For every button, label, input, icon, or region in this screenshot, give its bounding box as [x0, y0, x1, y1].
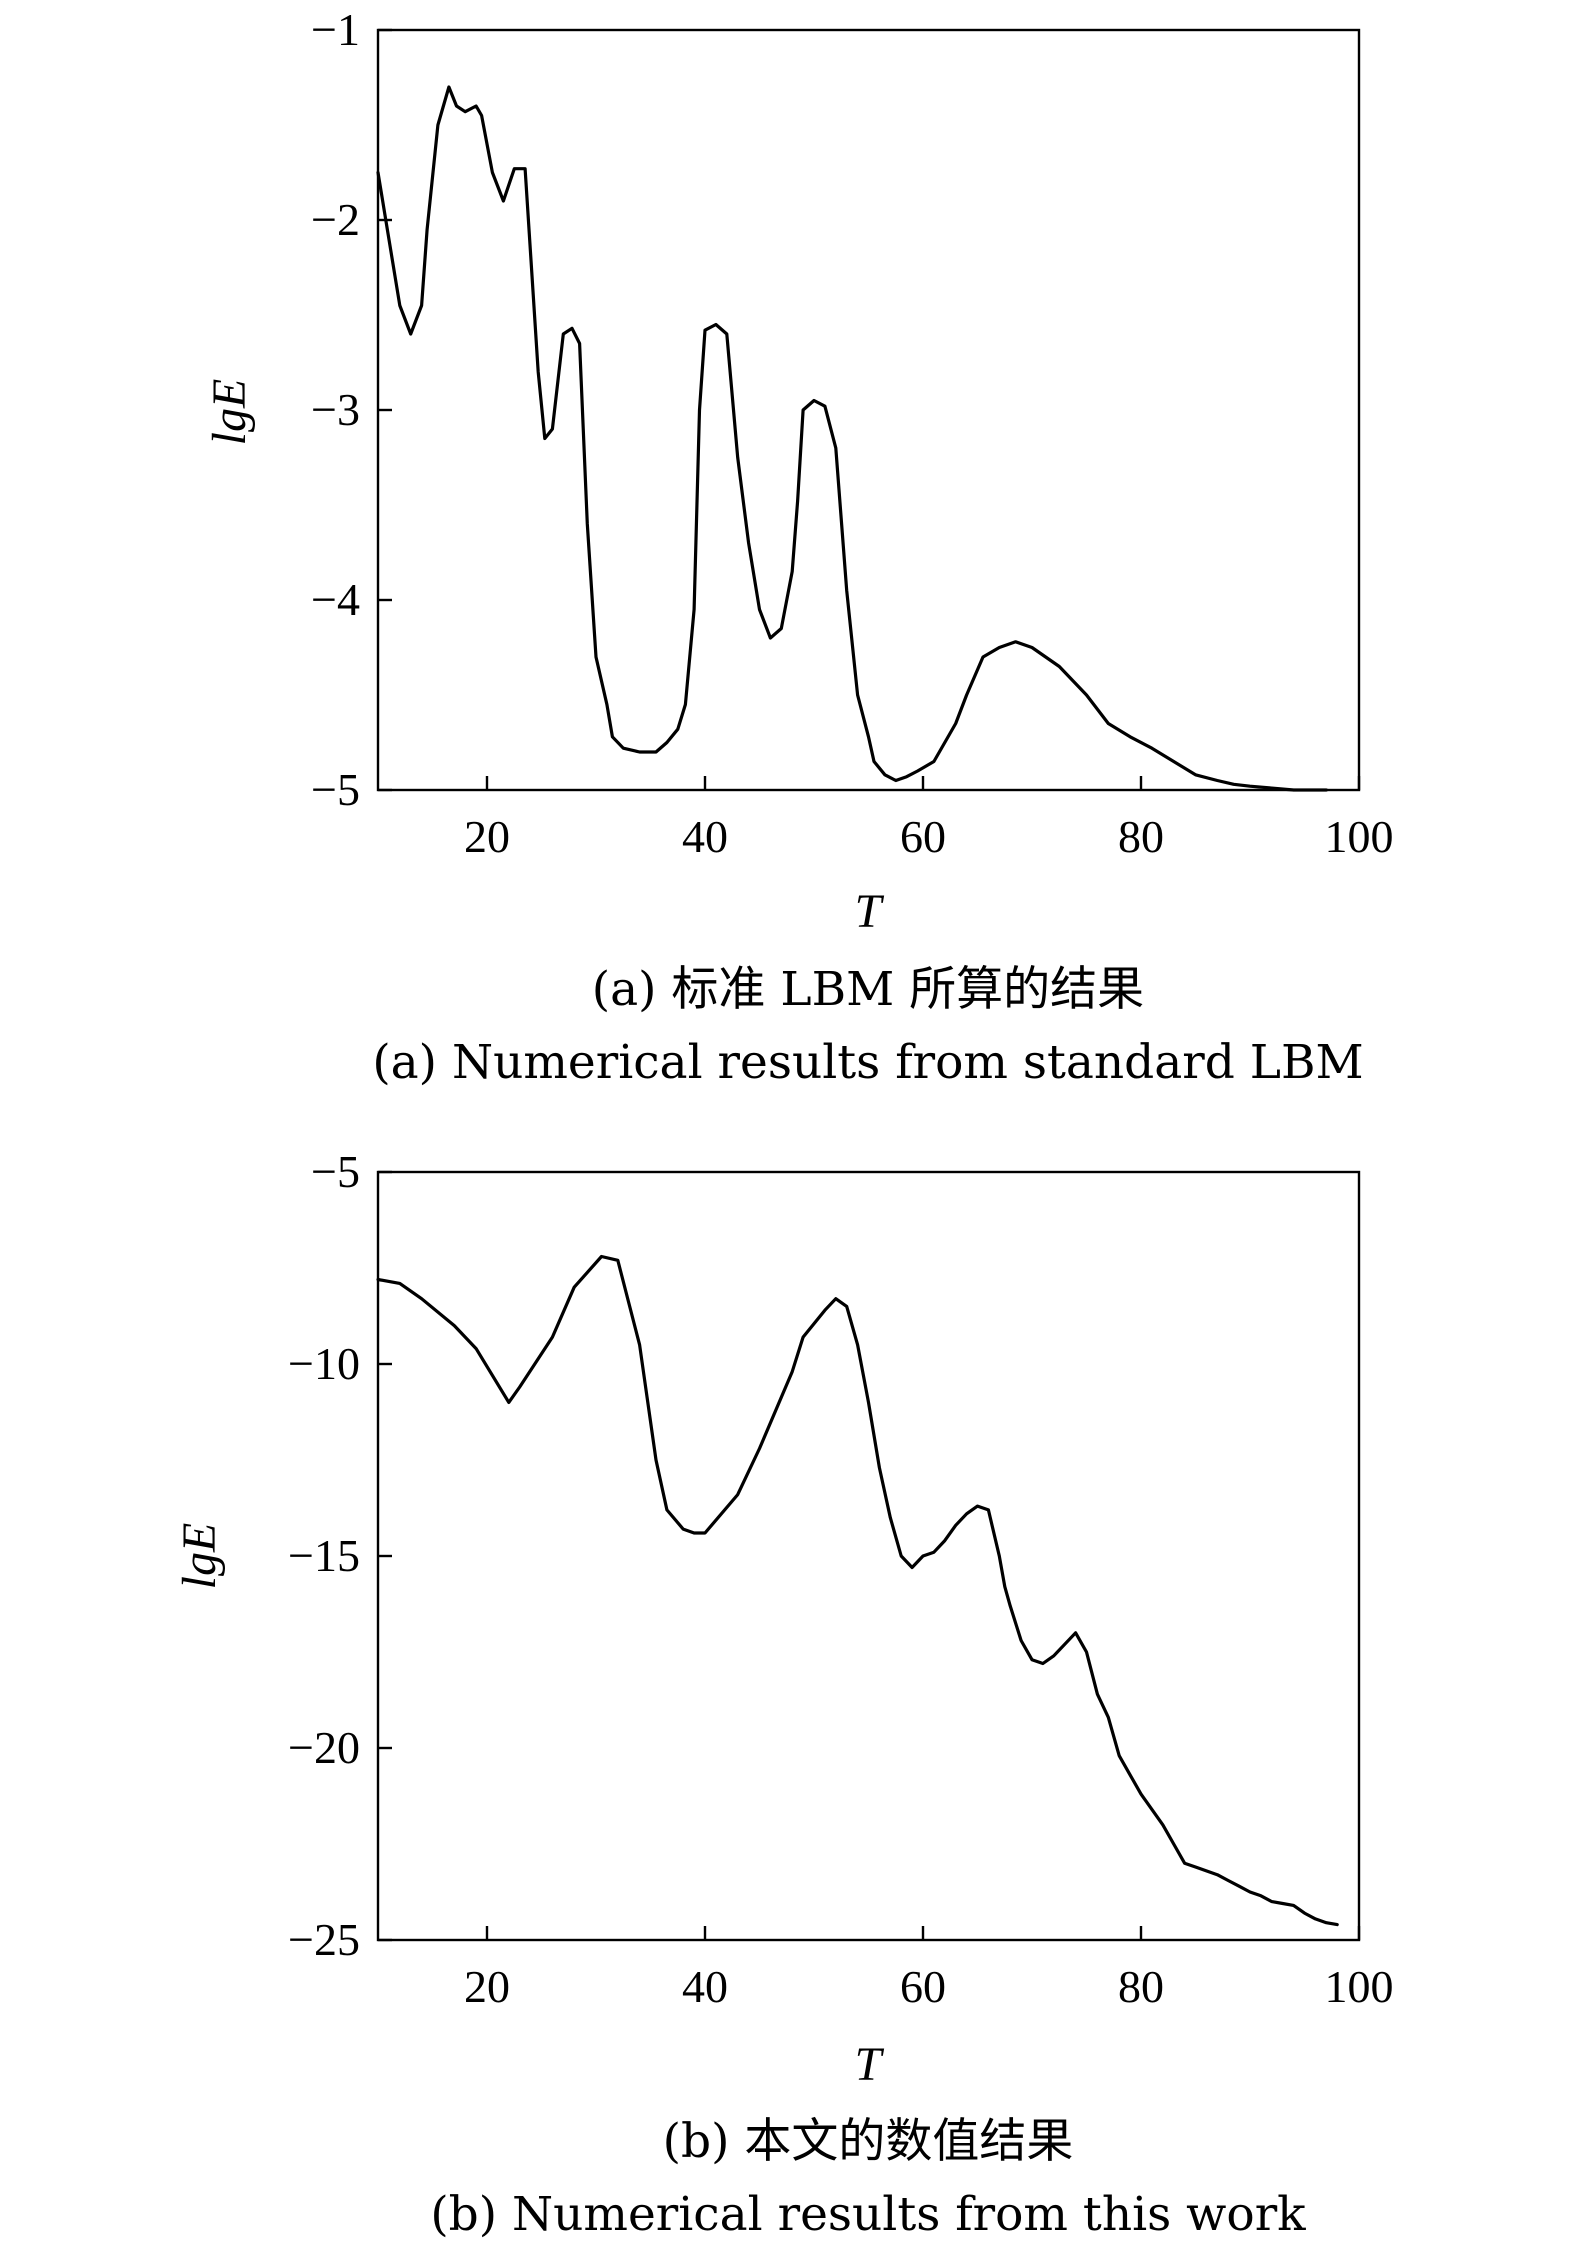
y-tick-label: −1: [311, 4, 360, 55]
y-ticks-a: −1 −2 −3 −4 −5: [311, 4, 392, 815]
y-tick-label: −25: [288, 1914, 360, 1965]
series-line-b: [376, 1254, 1339, 1927]
chart-a: −1 −2 −3 −4 −5 20 40 60 80 100 lgE T (a) 标准 LBM …: [203, 4, 1394, 1090]
x-tick-label: 20: [464, 1961, 510, 2012]
x-tick-label: 100: [1325, 1961, 1394, 2012]
caption-cn-a: (a) 标准 LBM 所算的结果: [592, 962, 1144, 1017]
chart-b: −5 −10 −15 −20 −25 20 40 60 80 100 lgE T (b) 本文的…: [173, 1146, 1394, 2242]
x-axis-label-b: T: [855, 2038, 885, 2091]
y-tick-label: −5: [311, 764, 360, 815]
y-tick-label: −3: [311, 384, 360, 435]
y-tick-label: −20: [288, 1722, 360, 1773]
x-tick-label: 60: [900, 1961, 946, 2012]
series-line-a: [376, 85, 1328, 792]
x-tick-label: 80: [1118, 1961, 1164, 2012]
y-axis-label-b: lgE: [173, 1523, 226, 1590]
plot-frame-a: [376, 28, 1361, 792]
x-axis-label-a: T: [855, 885, 885, 938]
caption-en-b: (b) Numerical results from this work: [430, 2187, 1306, 2242]
x-tick-label: 40: [682, 1961, 728, 2012]
caption-cn-b: (b) 本文的数值结果: [663, 2114, 1074, 2169]
x-tick-label: 20: [464, 811, 510, 862]
y-ticks-b: −5 −10 −15 −20 −25: [288, 1146, 392, 1965]
y-tick-label: −2: [311, 194, 360, 245]
y-tick-label: −10: [288, 1338, 360, 1389]
y-axis-label-a: lgE: [203, 379, 256, 446]
x-tick-label: 100: [1325, 811, 1394, 862]
x-tick-label: 80: [1118, 811, 1164, 862]
x-ticks-b: 20 40 60 80 100: [464, 1926, 1394, 2012]
caption-en-a: (a) Numerical results from standard LBM: [372, 1035, 1363, 1090]
y-tick-label: −5: [311, 1146, 360, 1197]
y-tick-label: −15: [288, 1530, 360, 1581]
y-tick-label: −4: [311, 574, 360, 625]
x-tick-label: 40: [682, 811, 728, 862]
x-ticks-a: 20 40 60 80 100: [464, 776, 1394, 862]
x-tick-label: 60: [900, 811, 946, 862]
plot-frame-b: [376, 1170, 1361, 1942]
